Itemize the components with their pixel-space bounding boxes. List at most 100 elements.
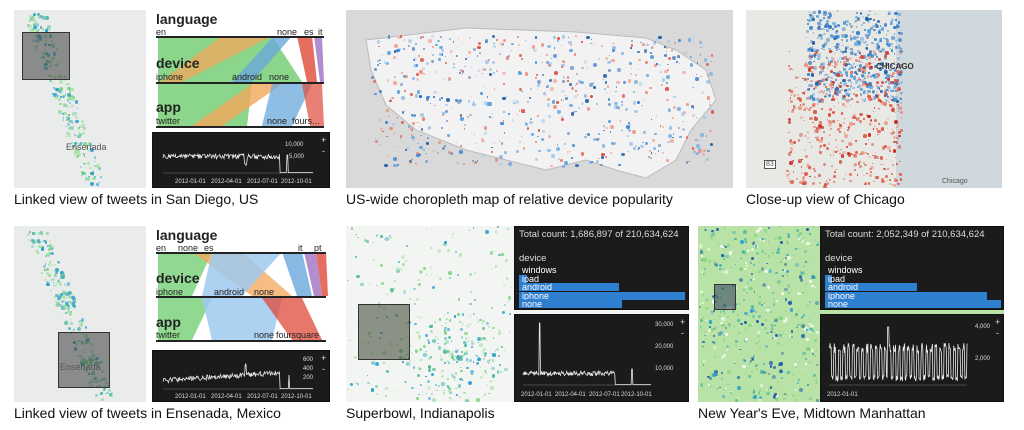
density-dot: [777, 245, 780, 248]
density-dot: [469, 302, 472, 306]
density-dot: [864, 71, 866, 74]
map-san-diego[interactable]: Ensenada: [14, 10, 146, 188]
zoom-in-button[interactable]: +: [321, 353, 327, 363]
cat-android[interactable]: android: [214, 287, 245, 297]
density-dot: [808, 12, 811, 14]
density-dot: [814, 53, 817, 56]
device-histogram[interactable]: Total count: 2,052,349 of 210,634,624 de…: [820, 226, 1004, 310]
cat-it[interactable]: it: [318, 27, 323, 37]
cat-twitter[interactable]: twitter: [156, 116, 181, 126]
cat-es[interactable]: es: [304, 27, 314, 37]
density-dot: [849, 64, 852, 67]
density-dot: [880, 27, 885, 31]
device-bar-row[interactable]: windows: [825, 265, 1001, 275]
cat-iphone[interactable]: iphone: [156, 287, 184, 297]
cat-android[interactable]: android: [232, 72, 263, 82]
density-dot: [405, 146, 409, 151]
density-dot: [444, 315, 446, 317]
device-bar-row[interactable]: android: [825, 282, 1001, 292]
density-dot: [899, 160, 901, 163]
selection-box[interactable]: [22, 32, 70, 80]
selection-box[interactable]: [58, 332, 110, 388]
timeseries-san-diego[interactable]: + - 10,000 5,000 2012-01-01 2012-04-01 2…: [152, 132, 330, 188]
density-dot: [517, 71, 522, 76]
density-dot: [405, 75, 409, 79]
zoom-in-button[interactable]: +: [995, 317, 1001, 327]
density-dot: [714, 356, 716, 358]
cat-en[interactable]: en: [156, 243, 167, 253]
zoom-out-button[interactable]: -: [322, 146, 325, 156]
density-dot: [793, 105, 795, 107]
density-dot: [494, 350, 496, 352]
cat-es[interactable]: es: [204, 243, 214, 253]
zoom-in-button[interactable]: +: [680, 317, 686, 327]
device-histogram[interactable]: Total count: 1,686,897 of 210,634,624 de…: [514, 226, 689, 310]
device-bar-row[interactable]: none: [825, 299, 1001, 309]
parallel-sets-san-diego[interactable]: language device app en none es it iphone…: [152, 10, 330, 130]
density-dot: [36, 25, 38, 28]
density-dot: [875, 127, 878, 130]
density-dot: [425, 96, 429, 99]
cat-none[interactable]: none: [178, 243, 199, 253]
device-bar-row[interactable]: iphone: [825, 291, 1001, 301]
density-dot: [346, 321, 349, 324]
density-dot: [764, 327, 768, 331]
zoom-out-button[interactable]: -: [322, 364, 325, 374]
cat-iphone[interactable]: iphone: [156, 72, 184, 82]
density-dot: [496, 369, 500, 373]
density-dot: [459, 144, 463, 148]
map-chicago[interactable]: CHICAGO Chicago 83: [746, 10, 1002, 188]
density-dot: [899, 178, 903, 182]
cat-it[interactable]: it: [298, 243, 303, 253]
selection-box[interactable]: [714, 284, 736, 310]
zoom-in-button[interactable]: +: [321, 135, 327, 145]
density-dot: [597, 58, 601, 61]
cat-none[interactable]: none: [277, 27, 298, 37]
selection-box[interactable]: [358, 304, 410, 360]
cat-none-app[interactable]: none: [254, 330, 275, 340]
cat-en[interactable]: en: [156, 27, 167, 37]
density-dot: [438, 385, 441, 388]
density-dot: [667, 63, 669, 66]
density-dot: [479, 52, 482, 55]
timeseries-manhattan[interactable]: + - 4,000 2,000 2012-01-01: [820, 314, 1004, 402]
cat-foursquare[interactable]: fours...: [292, 116, 320, 126]
density-dot: [817, 10, 822, 14]
density-dot: [47, 247, 52, 252]
density-dot: [356, 382, 359, 385]
map-us-choropleth[interactable]: [346, 10, 733, 188]
cat-twitter[interactable]: twitter: [156, 330, 181, 340]
cat-none-device[interactable]: none: [269, 72, 290, 82]
device-bar-row[interactable]: windows: [519, 265, 685, 275]
density-dot: [873, 125, 876, 128]
zoom-out-button[interactable]: -: [681, 328, 684, 338]
density-dot: [810, 49, 814, 53]
density-dot: [443, 350, 447, 355]
density-dot: [770, 324, 774, 327]
density-dot: [81, 124, 85, 128]
density-dot: [837, 43, 840, 46]
cat-none-device[interactable]: none: [254, 287, 275, 297]
density-dot: [455, 142, 457, 144]
density-dot: [458, 364, 460, 366]
density-dot: [79, 323, 83, 327]
device-bar-row[interactable]: iphone: [519, 291, 685, 301]
device-bar-row[interactable]: ipad: [519, 274, 685, 284]
parallel-sets-ensenada[interactable]: language device app en none es it pt iph…: [152, 226, 330, 344]
device-bar-row[interactable]: ipad: [825, 274, 1001, 284]
density-dot: [477, 341, 479, 343]
density-dot: [894, 79, 896, 81]
density-dot: [812, 121, 814, 124]
cat-pt[interactable]: pt: [314, 243, 322, 253]
timeseries-ensenada[interactable]: + - 600 400 200 2012-01-01 2012-04-01 20…: [152, 350, 330, 402]
device-bar-row[interactable]: none: [519, 299, 685, 309]
cat-foursquare[interactable]: foursquare: [276, 330, 320, 340]
density-dot: [845, 74, 849, 78]
density-dot: [476, 361, 479, 365]
device-bar-row[interactable]: android: [519, 282, 685, 292]
density-dot: [802, 291, 804, 294]
cat-none-app[interactable]: none: [267, 116, 288, 126]
zoom-out-button[interactable]: -: [996, 328, 999, 338]
map-ensenada[interactable]: Ensenada: [14, 226, 146, 402]
timeseries-superbowl[interactable]: + - 30,000 20,000 10,000 2012-01-01 2012…: [514, 314, 689, 402]
